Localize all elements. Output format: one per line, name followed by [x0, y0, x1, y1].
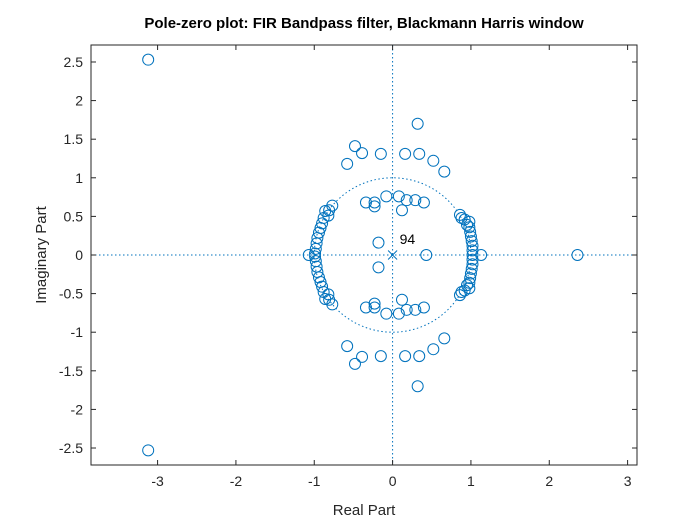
y-tick-label: 0 — [75, 247, 83, 263]
zero-marker — [368, 196, 381, 209]
x-tick-label: 1 — [467, 473, 475, 489]
zero-marker — [413, 350, 426, 363]
zero-marker — [368, 297, 381, 310]
zero-marker — [395, 204, 408, 217]
zero-marker — [464, 225, 477, 238]
y-tick-label: 1 — [75, 170, 83, 186]
zero-marker — [392, 190, 405, 203]
y-tick-label: 1.5 — [64, 131, 84, 147]
zero-marker — [466, 249, 479, 261]
zero-marker — [420, 249, 433, 261]
x-axis-label: Real Part — [333, 502, 396, 519]
zero-marker — [309, 255, 322, 268]
zero-marker — [466, 258, 479, 271]
y-tick-label: 2.5 — [64, 54, 84, 70]
zero-marker — [400, 303, 413, 316]
zero-marker — [316, 217, 329, 230]
x-tick-label: -1 — [308, 473, 321, 489]
zero-marker — [356, 350, 369, 363]
zero-marker — [463, 276, 476, 289]
zero-marker — [411, 380, 424, 393]
x-tick-label: 0 — [389, 473, 397, 489]
chart-title: Pole-zero plot: FIR Bandpass filter, Bla… — [144, 15, 584, 32]
y-tick-label: -2.5 — [59, 440, 83, 456]
zero-marker — [461, 279, 474, 292]
zero-marker — [411, 117, 424, 130]
zero-marker — [368, 200, 381, 213]
pole-marker — [387, 250, 398, 260]
zero-marker — [464, 272, 477, 285]
zero-marker — [380, 307, 393, 320]
zero-marker — [309, 247, 322, 260]
x-tick-label: 2 — [545, 473, 553, 489]
unit-circle — [313, 177, 472, 333]
zero-marker — [417, 301, 430, 314]
zero-marker — [466, 244, 479, 257]
zero-marker — [341, 157, 354, 170]
zero-marker — [142, 444, 155, 457]
zero-marker — [395, 293, 408, 306]
zero-marker — [372, 236, 385, 249]
zero-marker — [464, 267, 477, 280]
zero-marker — [374, 350, 387, 363]
zero-marker — [309, 242, 322, 255]
zero-marker — [438, 165, 451, 178]
zero-marker — [413, 147, 426, 160]
zero-marker — [461, 218, 474, 231]
pole-multiplicity-label: 94 — [400, 231, 416, 247]
y-tick-label: -1 — [71, 324, 84, 340]
zero-marker — [466, 239, 479, 252]
reference-lines — [91, 45, 637, 465]
zero-marker — [368, 301, 381, 314]
zero-marker — [372, 261, 385, 274]
zero-marker — [399, 147, 412, 160]
zero-marker — [438, 332, 451, 345]
zero-marker — [142, 53, 155, 66]
y-tick-label: -1.5 — [59, 363, 83, 379]
zero-marker — [309, 250, 322, 263]
zero-marker — [409, 303, 422, 316]
chart-marks: 94 — [142, 53, 584, 457]
zero-marker — [463, 282, 476, 295]
zero-marker — [453, 208, 466, 221]
zero-marker — [399, 350, 412, 363]
zero-marker — [466, 253, 479, 266]
zero-marker — [400, 194, 413, 207]
y-tick-label: 0.5 — [64, 208, 84, 224]
y-tick-label: -0.5 — [59, 286, 83, 302]
zero-marker — [380, 190, 393, 203]
x-tick-label: -3 — [151, 473, 164, 489]
zero-marker — [464, 230, 477, 243]
zero-marker — [310, 260, 323, 273]
zero-marker — [348, 357, 361, 370]
y-axis-label: Imaginary Part — [33, 205, 50, 303]
zero-marker — [409, 194, 422, 207]
zero-marker — [348, 140, 361, 153]
zero-marker — [465, 262, 478, 275]
zero-marker — [571, 249, 584, 261]
zero-marker — [417, 196, 430, 209]
zero-marker — [359, 301, 372, 314]
x-tick-label: -2 — [230, 473, 243, 489]
y-tick-label: 2 — [75, 93, 83, 109]
zero-marker — [453, 289, 466, 302]
zero-marker — [341, 340, 354, 353]
zero-marker — [463, 215, 476, 228]
zero-marker — [427, 154, 440, 167]
zero-marker — [359, 196, 372, 209]
zero-marker — [356, 147, 369, 160]
zero-marker — [374, 147, 387, 160]
zero-marker — [427, 343, 440, 356]
zero-marker — [463, 221, 476, 234]
y-tick-label: -2 — [71, 401, 84, 417]
x-tick-label: 3 — [624, 473, 632, 489]
zero-marker — [316, 280, 329, 293]
zero-marker — [465, 235, 478, 248]
pole-stroke — [387, 250, 398, 260]
zero-marker — [392, 307, 405, 320]
zero-marker — [310, 237, 323, 250]
zero-marker — [302, 249, 315, 261]
axis-ticks: -3 -2 -1 0 1 2 3 2.5 2 1.5 1 0.5 0 -0.5 -1 -1.5 -2 -2.5 — [59, 45, 637, 489]
